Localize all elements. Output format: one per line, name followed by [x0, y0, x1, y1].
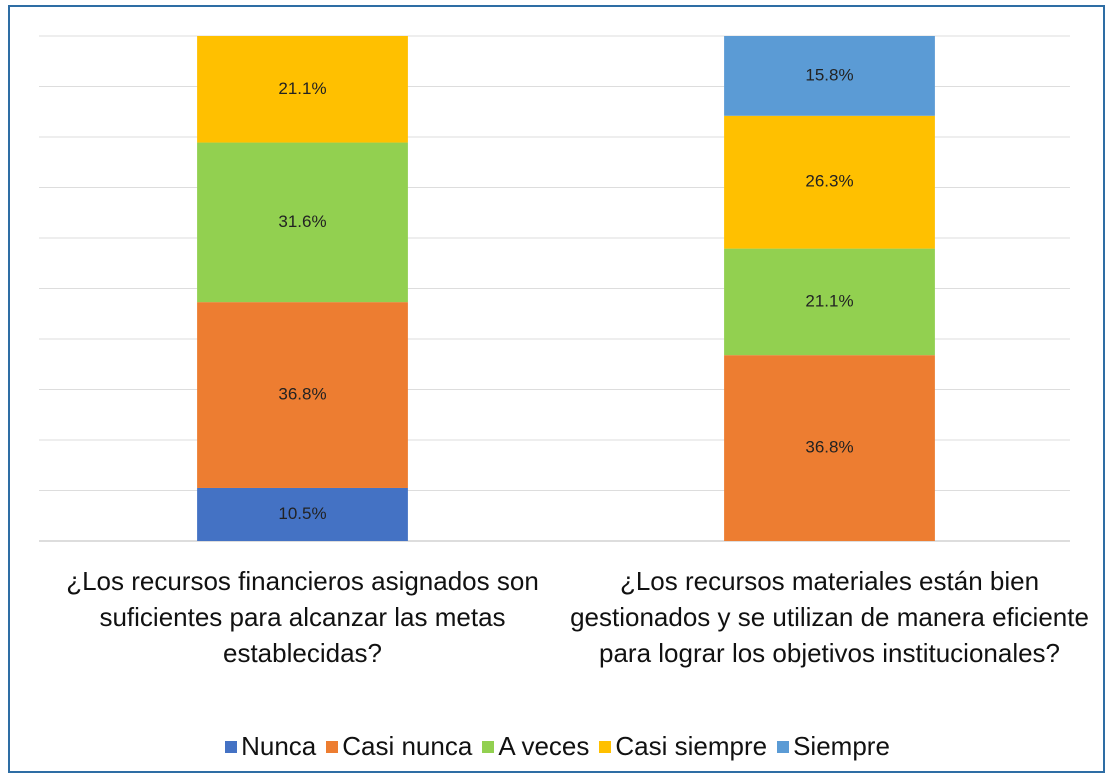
x-tick-label: ¿Los recursos financieros asignados son … — [66, 566, 539, 668]
legend: Nunca Casi nunca A veces Casi siempre Siempr… — [0, 731, 1115, 762]
legend-label: Nunca — [241, 731, 317, 761]
legend-item: Casi nunca — [326, 731, 472, 762]
bar-segment — [724, 248, 935, 356]
legend-item: Casi siempre — [599, 731, 767, 762]
bar-segment — [724, 115, 935, 249]
bar-segment — [724, 36, 935, 116]
legend-label: Casi siempre — [615, 731, 768, 761]
data-label: 21.1% — [805, 291, 853, 310]
bar-segment — [724, 355, 935, 541]
frame — [8, 5, 1105, 773]
legend-swatch — [777, 740, 790, 753]
data-label: 26.3% — [805, 172, 853, 191]
x-tick-label: ¿Los recursos materiales están bien gest… — [570, 566, 1089, 668]
legend-label: Siempre — [793, 731, 890, 761]
legend-swatch — [599, 740, 612, 753]
legend-swatch — [482, 740, 495, 753]
bar-segment — [197, 302, 408, 488]
data-label: 36.8% — [278, 385, 326, 404]
data-label: 10.5% — [278, 504, 326, 523]
data-label: 31.6% — [278, 212, 326, 231]
bar-segment — [197, 142, 408, 303]
legend-item: Siempre — [777, 731, 890, 762]
legend-label: A veces — [498, 731, 590, 761]
legend-item: Nunca — [225, 731, 316, 762]
legend-label: Casi nunca — [342, 731, 473, 761]
legend-swatch — [225, 740, 238, 753]
bar-segment — [197, 36, 408, 143]
bar-segment — [197, 487, 408, 541]
data-label: 15.8% — [805, 65, 853, 84]
data-label: 21.1% — [278, 79, 326, 98]
legend-item: A veces — [482, 731, 589, 762]
legend-swatch — [326, 740, 339, 753]
data-label: 36.8% — [805, 438, 853, 457]
